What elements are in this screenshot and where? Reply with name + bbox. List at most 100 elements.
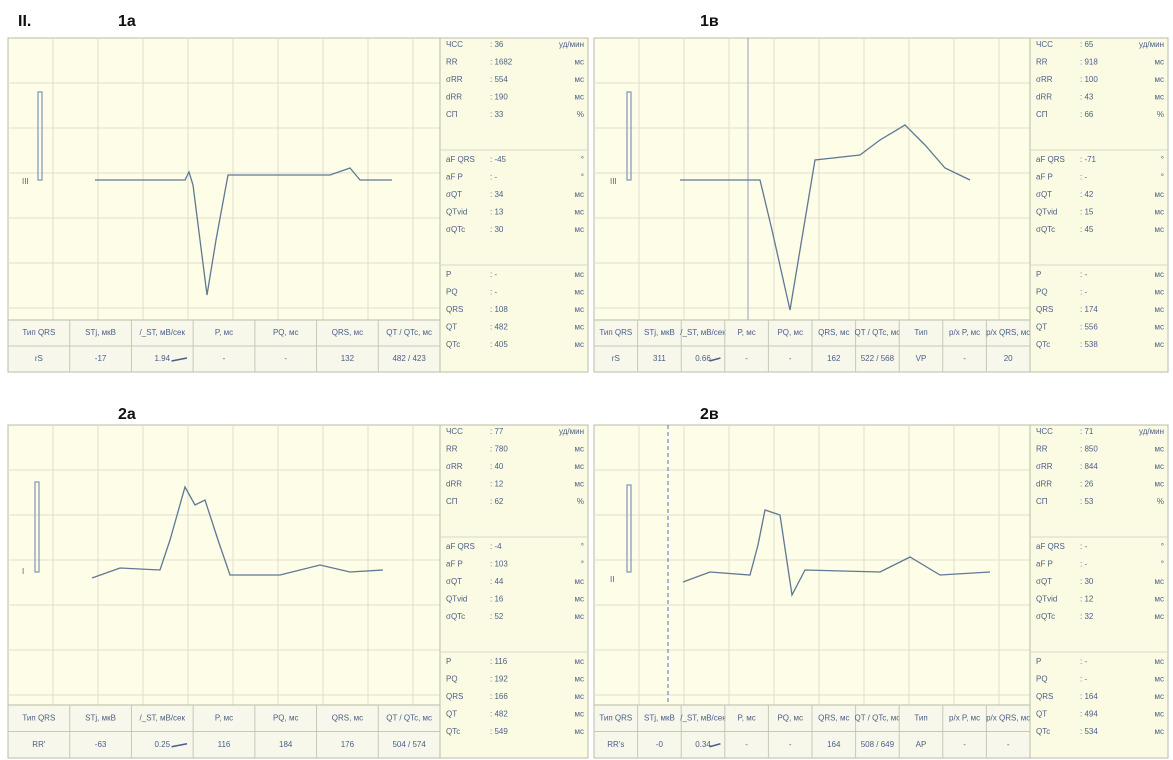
param-unit: мс bbox=[1155, 75, 1165, 84]
param-name: QTvid bbox=[446, 595, 467, 604]
param-value: : 30 bbox=[490, 225, 504, 234]
param-name: PQ bbox=[446, 675, 458, 684]
table-header: STj, мкВ bbox=[85, 328, 116, 337]
table-cell: 162 bbox=[827, 354, 841, 363]
table-cell: 482 / 423 bbox=[392, 354, 426, 363]
param-name: RR bbox=[1036, 445, 1048, 454]
param-value: : 482 bbox=[490, 710, 508, 719]
param-value: : - bbox=[1080, 270, 1087, 279]
table-header: P, мс bbox=[737, 328, 755, 337]
param-value: : 918 bbox=[1080, 58, 1098, 67]
param-unit: мс bbox=[575, 208, 585, 217]
table-cell: - bbox=[745, 740, 748, 749]
param-name: QT bbox=[446, 710, 457, 719]
param-name: СП bbox=[1036, 110, 1048, 119]
table-cell: - bbox=[745, 354, 748, 363]
panel-label: 2в bbox=[700, 406, 719, 423]
table-cell: 0.25 bbox=[154, 740, 170, 749]
table-header: QT / QTc, мс bbox=[386, 713, 432, 722]
param-unit: мс bbox=[575, 323, 585, 332]
param-value: : 65 bbox=[1080, 40, 1094, 49]
param-name: СП bbox=[446, 110, 458, 119]
param-value: : 15 bbox=[1080, 208, 1094, 217]
param-value: : 44 bbox=[490, 577, 504, 586]
param-name: σRR bbox=[1036, 75, 1053, 84]
param-unit: мс bbox=[1155, 93, 1165, 102]
param-unit: мс bbox=[1155, 58, 1165, 67]
sidebar bbox=[1029, 37, 1169, 373]
param-name: aF QRS bbox=[1036, 155, 1065, 164]
calibration-bar bbox=[34, 481, 40, 573]
param-value: : 482 bbox=[490, 323, 508, 332]
param-unit: мс bbox=[575, 612, 585, 621]
param-value: : - bbox=[1080, 657, 1087, 666]
param-name: QRS bbox=[1036, 692, 1053, 701]
param-name: dRR bbox=[446, 480, 462, 489]
param-unit: уд/мин bbox=[1139, 40, 1164, 49]
param-name: QTc bbox=[1036, 727, 1050, 736]
param-unit: мс bbox=[1155, 675, 1165, 684]
param-name: QRS bbox=[446, 305, 463, 314]
table-cell: 504 / 574 bbox=[392, 740, 426, 749]
param-unit: мс bbox=[1155, 480, 1165, 489]
param-unit: мс bbox=[1155, 190, 1165, 199]
ecg-wave bbox=[680, 124, 971, 311]
slope-icon bbox=[709, 743, 721, 748]
table-cell: 311 bbox=[653, 354, 666, 363]
param-name: PQ bbox=[446, 288, 458, 297]
param-name: σRR bbox=[446, 75, 463, 84]
panel-label: 1в bbox=[700, 13, 719, 30]
param-name: σQT bbox=[1036, 577, 1052, 586]
ecg-wave bbox=[91, 485, 384, 579]
param-name: P bbox=[1036, 657, 1041, 666]
param-unit: мс bbox=[1155, 577, 1165, 586]
param-unit: ° bbox=[1161, 173, 1164, 182]
param-name: aF P bbox=[1036, 560, 1053, 569]
param-name: σQTc bbox=[1036, 225, 1055, 234]
param-value: : 62 bbox=[490, 497, 504, 506]
calibration-bar bbox=[626, 484, 632, 573]
table-cell: 176 bbox=[341, 740, 355, 749]
param-value: : 30 bbox=[1080, 577, 1094, 586]
param-value: : 32 bbox=[1080, 612, 1094, 621]
param-name: QRS bbox=[1036, 305, 1053, 314]
table-header: Тип QRS bbox=[599, 328, 632, 337]
param-unit: мс bbox=[575, 675, 585, 684]
param-unit: мс bbox=[1155, 462, 1165, 471]
param-name: СП bbox=[446, 497, 458, 506]
table-header: QT / QTc, мс bbox=[854, 713, 900, 722]
param-unit: мс bbox=[1155, 340, 1165, 349]
param-name: QTc bbox=[446, 727, 460, 736]
table-cell: -17 bbox=[95, 354, 107, 363]
panel: I Тип QRS RR' STj, мкВ -63 /_ST, мВ/сек 0.25 P,… bbox=[7, 424, 589, 759]
param-value: : 1682 bbox=[490, 58, 513, 67]
table-header: PQ, мс bbox=[273, 328, 299, 337]
table-header: PQ, мс bbox=[777, 328, 803, 337]
param-name: σQTc bbox=[446, 612, 465, 621]
param-name: dRR bbox=[1036, 93, 1052, 102]
param-value: : 554 bbox=[490, 75, 508, 84]
param-name: aF P bbox=[446, 560, 463, 569]
panel-label: 2а bbox=[118, 406, 136, 423]
param-name: dRR bbox=[446, 93, 462, 102]
param-unit: ° bbox=[581, 155, 584, 164]
param-value: : 33 bbox=[490, 110, 504, 119]
param-value: : 549 bbox=[490, 727, 508, 736]
param-value: : -4 bbox=[490, 542, 502, 551]
calibration-bar bbox=[626, 91, 632, 181]
param-value: : 36 bbox=[490, 40, 504, 49]
param-name: QTc bbox=[446, 340, 460, 349]
table-cell: -63 bbox=[95, 740, 107, 749]
param-unit: мс bbox=[575, 480, 585, 489]
param-unit: мс bbox=[1155, 208, 1165, 217]
param-name: PQ bbox=[1036, 288, 1048, 297]
panel-label: 1а bbox=[118, 13, 136, 30]
param-unit: мс bbox=[1155, 288, 1165, 297]
param-value: : 103 bbox=[490, 560, 508, 569]
panel: II Тип QRS RR's STj, мкВ -0 /_ST, мВ/сек 0.34 P… bbox=[593, 424, 1169, 759]
param-name: QRS bbox=[446, 692, 463, 701]
param-unit: % bbox=[1157, 110, 1164, 119]
table-cell: rS bbox=[612, 354, 620, 363]
table-header: QRS, мс bbox=[332, 713, 363, 722]
panel: III Тип QRS rS STj, мкВ 311 /_ST, мВ/сек 0.66 P… bbox=[593, 37, 1169, 373]
